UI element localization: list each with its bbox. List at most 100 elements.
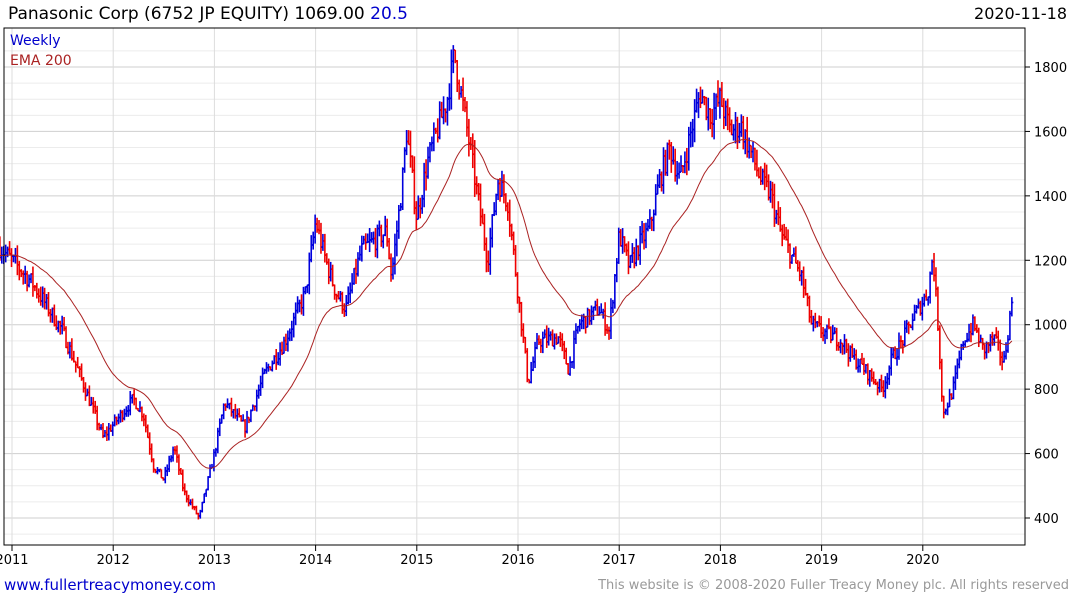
ohlc-bar (907, 321, 911, 335)
ohlc-bar (642, 223, 646, 250)
ohlc-bar (626, 241, 630, 275)
ohlc-bar (97, 422, 101, 431)
ohlc-bar (588, 308, 592, 326)
ohlc-bar (885, 372, 889, 389)
ohlc-bar (545, 325, 549, 348)
ohlc-bar (609, 298, 613, 340)
ohlc-bar (492, 202, 496, 217)
ohlc-bar (111, 421, 115, 436)
ohlc-bar (408, 130, 412, 168)
ohlc-bar (282, 336, 286, 355)
ohlc-bar (955, 358, 959, 379)
ohlc-bar (305, 284, 309, 294)
ohlc-bar (580, 314, 584, 330)
x-tick-label: 2011 (0, 553, 29, 568)
ohlc-bar (564, 347, 568, 365)
ohlc-bar (597, 306, 601, 316)
ohlc-bar (183, 483, 187, 496)
ohlc-bar (93, 400, 97, 414)
y-tick-label: 1000 (1034, 319, 1067, 334)
ohlc-bar (977, 327, 981, 348)
ohlc-bar (48, 309, 52, 323)
ohlc-bar (311, 231, 315, 250)
ohlc-bar (605, 324, 609, 334)
ohlc-bar (807, 295, 811, 323)
ohlc-bar (790, 254, 794, 264)
ohlc-bar (412, 156, 416, 215)
ohlc-bar (331, 264, 335, 287)
ohlc-bar (488, 227, 492, 275)
ohlc-bar (307, 252, 311, 295)
ohlc-bar (296, 296, 300, 314)
ohlc-bar (675, 161, 679, 185)
x-tick-label: 2013 (198, 553, 231, 568)
ohlc-bar (445, 96, 449, 126)
ohlc-bar (229, 397, 233, 417)
ohlc-bar (479, 183, 483, 227)
ohlc-bar (769, 180, 773, 203)
ohlc-bar (152, 458, 156, 473)
ohlc-bar (549, 331, 553, 341)
ohlc-bar (8, 241, 12, 255)
axes: 400 600 800 1000 1200 1400 1600 1800 2011 2012 201… (0, 61, 1067, 568)
ohlc-bar (656, 174, 660, 195)
title-text: Panasonic Corp (6752 JP EQUITY) 1069.00 (8, 4, 365, 24)
site-link[interactable]: www.fullertreacymoney.com (4, 576, 217, 594)
ohlc-bar (432, 122, 436, 152)
ohlc-bar (911, 313, 915, 331)
ohlc-bar (739, 114, 743, 137)
ohlc-bar (486, 250, 490, 272)
ohlc-bar (50, 307, 54, 323)
ohlc-bar (732, 124, 736, 141)
ohlc-bar (811, 315, 815, 332)
ohlc-bar (422, 162, 426, 208)
ohlc-bar (74, 360, 78, 373)
ohlc-bar (658, 169, 662, 189)
ohlc-bar (393, 233, 397, 275)
ohlc-bar (948, 388, 952, 408)
ohlc-bar (698, 86, 702, 109)
ohlc-bar (730, 119, 734, 136)
ohlc-bar (636, 245, 640, 261)
ohlc-bar (951, 376, 955, 400)
ohlc-bar (833, 327, 837, 335)
ohlc-bar (638, 226, 642, 265)
ohlc-bar (710, 108, 714, 138)
x-tick-label: 2014 (299, 553, 332, 568)
ohlc-bar (10, 248, 14, 268)
ohlc-bar (270, 360, 274, 372)
ohlc-bar (854, 349, 858, 370)
ohlc-bar (671, 146, 675, 165)
ohlc-bar (667, 139, 671, 160)
ohlc-bar (95, 405, 99, 431)
ohlc-bar (724, 100, 728, 127)
ohlc-bar (767, 174, 771, 201)
ema-line (0, 138, 1013, 469)
ohlc-bar (677, 162, 681, 179)
ohlc-bar (514, 245, 518, 277)
ohlc-bar (288, 328, 292, 342)
ohlc-bar (76, 357, 80, 369)
ohlc-bar (389, 253, 393, 282)
y-tick-label: 600 (1034, 448, 1059, 463)
ohlc-bar (41, 286, 45, 308)
ohlc-bar (455, 60, 459, 93)
ohlc-bar (706, 97, 710, 131)
ohlc-bar (414, 201, 418, 230)
ohlc-bar (43, 287, 47, 310)
ohlc-bar (663, 149, 667, 176)
ohlc-bar (132, 389, 136, 406)
ohlc-bar (560, 333, 564, 352)
ohlc-bar (578, 319, 582, 332)
ohlc-bar (481, 208, 485, 225)
ohlc-bar (187, 494, 191, 507)
ohlc-bar (572, 330, 576, 369)
ohlc-bar (992, 334, 996, 346)
ohlc-bar (447, 83, 451, 111)
ohlc-bar (117, 413, 121, 425)
ohlc-bar (387, 237, 391, 260)
ohlc-bar (708, 108, 712, 130)
ohlc-bar (83, 382, 87, 401)
ohlc-bar (673, 148, 677, 182)
ohlc-bar (819, 316, 823, 338)
